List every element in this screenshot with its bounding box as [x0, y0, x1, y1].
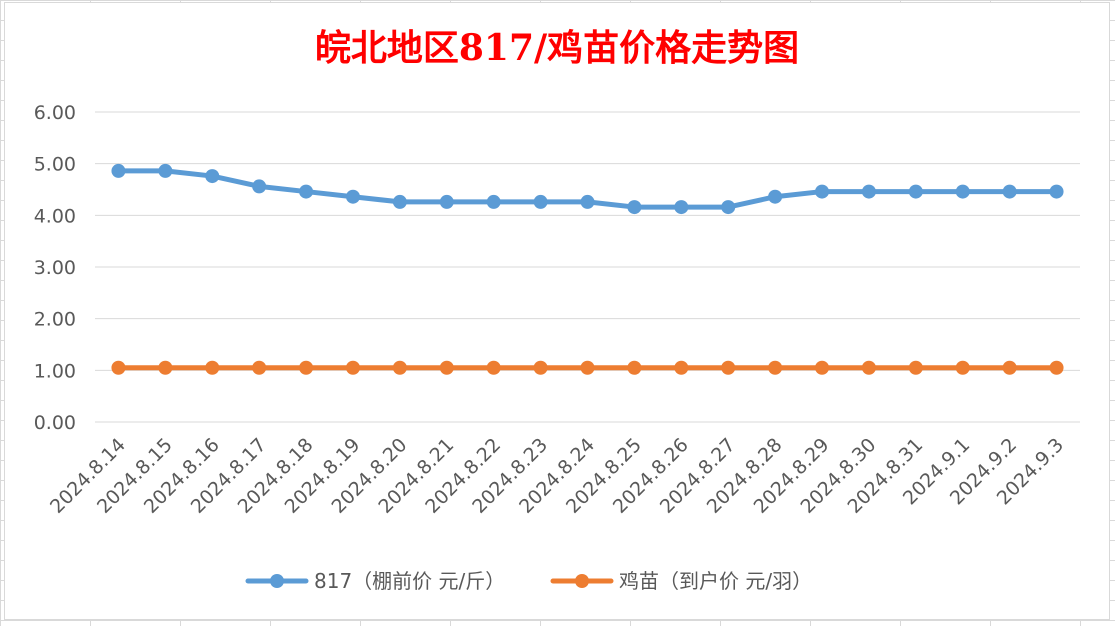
- data-point[interactable]: [721, 200, 736, 215]
- data-point[interactable]: [486, 194, 501, 209]
- data-point[interactable]: [908, 360, 923, 375]
- data-point[interactable]: [1002, 184, 1017, 199]
- series-lines: [111, 163, 1064, 375]
- y-tick-label: 2.00: [34, 309, 76, 331]
- data-point[interactable]: [533, 194, 548, 209]
- data-point[interactable]: [861, 184, 876, 199]
- y-tick-label: 6.00: [34, 102, 76, 124]
- data-point[interactable]: [580, 194, 595, 209]
- data-point[interactable]: [345, 189, 360, 204]
- y-tick-label: 0.00: [34, 412, 76, 434]
- data-point[interactable]: [1049, 184, 1064, 199]
- data-point[interactable]: [158, 163, 173, 178]
- data-point[interactable]: [627, 360, 642, 375]
- legend-item[interactable]: 鸡苗（到户价 元/羽）: [550, 569, 812, 593]
- data-point[interactable]: [252, 179, 267, 194]
- data-point[interactable]: [205, 169, 220, 184]
- data-point[interactable]: [580, 360, 595, 375]
- data-point[interactable]: [533, 360, 548, 375]
- data-point[interactable]: [392, 360, 407, 375]
- chart-title: 皖北地区817/鸡苗价格走势图: [315, 27, 799, 69]
- data-point[interactable]: [392, 194, 407, 209]
- gridlines: [95, 111, 1080, 423]
- data-point[interactable]: [674, 360, 689, 375]
- data-point[interactable]: [768, 189, 783, 204]
- data-point[interactable]: [955, 184, 970, 199]
- data-point[interactable]: [158, 360, 173, 375]
- data-point[interactable]: [111, 163, 126, 178]
- data-point[interactable]: [252, 360, 267, 375]
- legend-label: 817（棚前价 元/斤）: [314, 569, 505, 593]
- data-point[interactable]: [815, 184, 830, 199]
- legend-dot-marker: [575, 574, 589, 588]
- legend-dot-marker: [270, 574, 284, 588]
- y-tick-label: 4.00: [34, 205, 76, 227]
- data-point[interactable]: [815, 360, 830, 375]
- data-point[interactable]: [111, 360, 126, 375]
- data-point[interactable]: [345, 360, 360, 375]
- data-point[interactable]: [205, 360, 220, 375]
- y-tick-label: 5.00: [34, 154, 76, 176]
- data-point[interactable]: [674, 200, 689, 215]
- data-point[interactable]: [768, 360, 783, 375]
- chart-area[interactable]: [4, 2, 1110, 620]
- data-point[interactable]: [299, 360, 314, 375]
- data-point[interactable]: [439, 194, 454, 209]
- y-axis-ticks: 0.00 1.00 2.00 3.00 4.00 5.00 6.00: [34, 102, 76, 434]
- data-point[interactable]: [908, 184, 923, 199]
- data-point[interactable]: [439, 360, 454, 375]
- data-point[interactable]: [627, 200, 642, 215]
- data-point[interactable]: [486, 360, 501, 375]
- data-point[interactable]: [861, 360, 876, 375]
- data-point[interactable]: [1002, 360, 1017, 375]
- y-tick-label: 1.00: [34, 360, 76, 382]
- legend: 817（棚前价 元/斤） 鸡苗（到户价 元/羽）: [245, 569, 812, 593]
- y-tick-label: 3.00: [34, 257, 76, 279]
- data-point[interactable]: [721, 360, 736, 375]
- series-1: [111, 163, 1064, 215]
- series-2: [111, 360, 1064, 375]
- legend-label: 鸡苗（到户价 元/羽）: [619, 569, 812, 593]
- data-point[interactable]: [1049, 360, 1064, 375]
- data-point[interactable]: [955, 360, 970, 375]
- legend-item[interactable]: 817（棚前价 元/斤）: [245, 569, 505, 593]
- data-point[interactable]: [299, 184, 314, 199]
- x-axis-ticks: 2024.8.142024.8.152024.8.162024.8.172024…: [46, 434, 1068, 518]
